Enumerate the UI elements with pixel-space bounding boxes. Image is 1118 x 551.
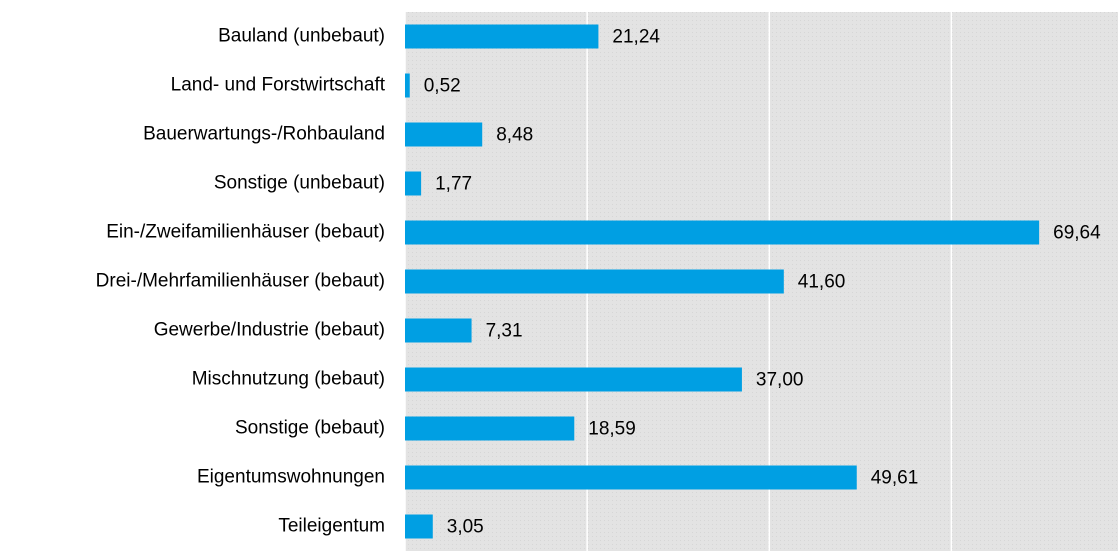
value-label: 8,48 [496,125,533,146]
bar [405,416,575,441]
bar [405,24,599,49]
bar [405,171,422,196]
bar [405,122,483,147]
value-label: 0,52 [424,76,461,97]
value-label: 7,31 [486,321,523,342]
bar [405,269,784,294]
bar [405,514,433,539]
category-label: Eigentumswohnungen [197,467,385,488]
bar [405,220,1040,245]
bar [405,367,742,392]
value-label: 3,05 [447,517,484,538]
category-label: Ein-/Zweifamilienhäuser (bebaut) [106,222,385,243]
category-label: Bauland (unbebaut) [218,26,385,47]
category-label: Bauerwartungs-/Rohbauland [143,124,385,145]
bar [405,318,472,343]
bar [405,465,857,490]
value-label: 37,00 [756,370,804,391]
category-label: Land- und Forstwirtschaft [171,75,386,96]
value-label: 18,59 [588,419,636,440]
category-label: Gewerbe/Industrie (bebaut) [154,320,385,341]
bar [405,73,410,98]
value-label: 1,77 [435,174,472,195]
category-label: Teileigentum [278,516,385,537]
value-label: 49,61 [871,468,919,489]
category-label: Sonstige (bebaut) [235,418,385,439]
value-label: 41,60 [798,272,846,293]
category-label: Drei-/Mehrfamilienhäuser (bebaut) [96,271,385,292]
category-label: Mischnutzung (bebaut) [192,369,385,390]
value-label: 21,24 [612,27,660,48]
category-label: Sonstige (unbebaut) [214,173,385,194]
value-label: 69,64 [1053,223,1101,244]
